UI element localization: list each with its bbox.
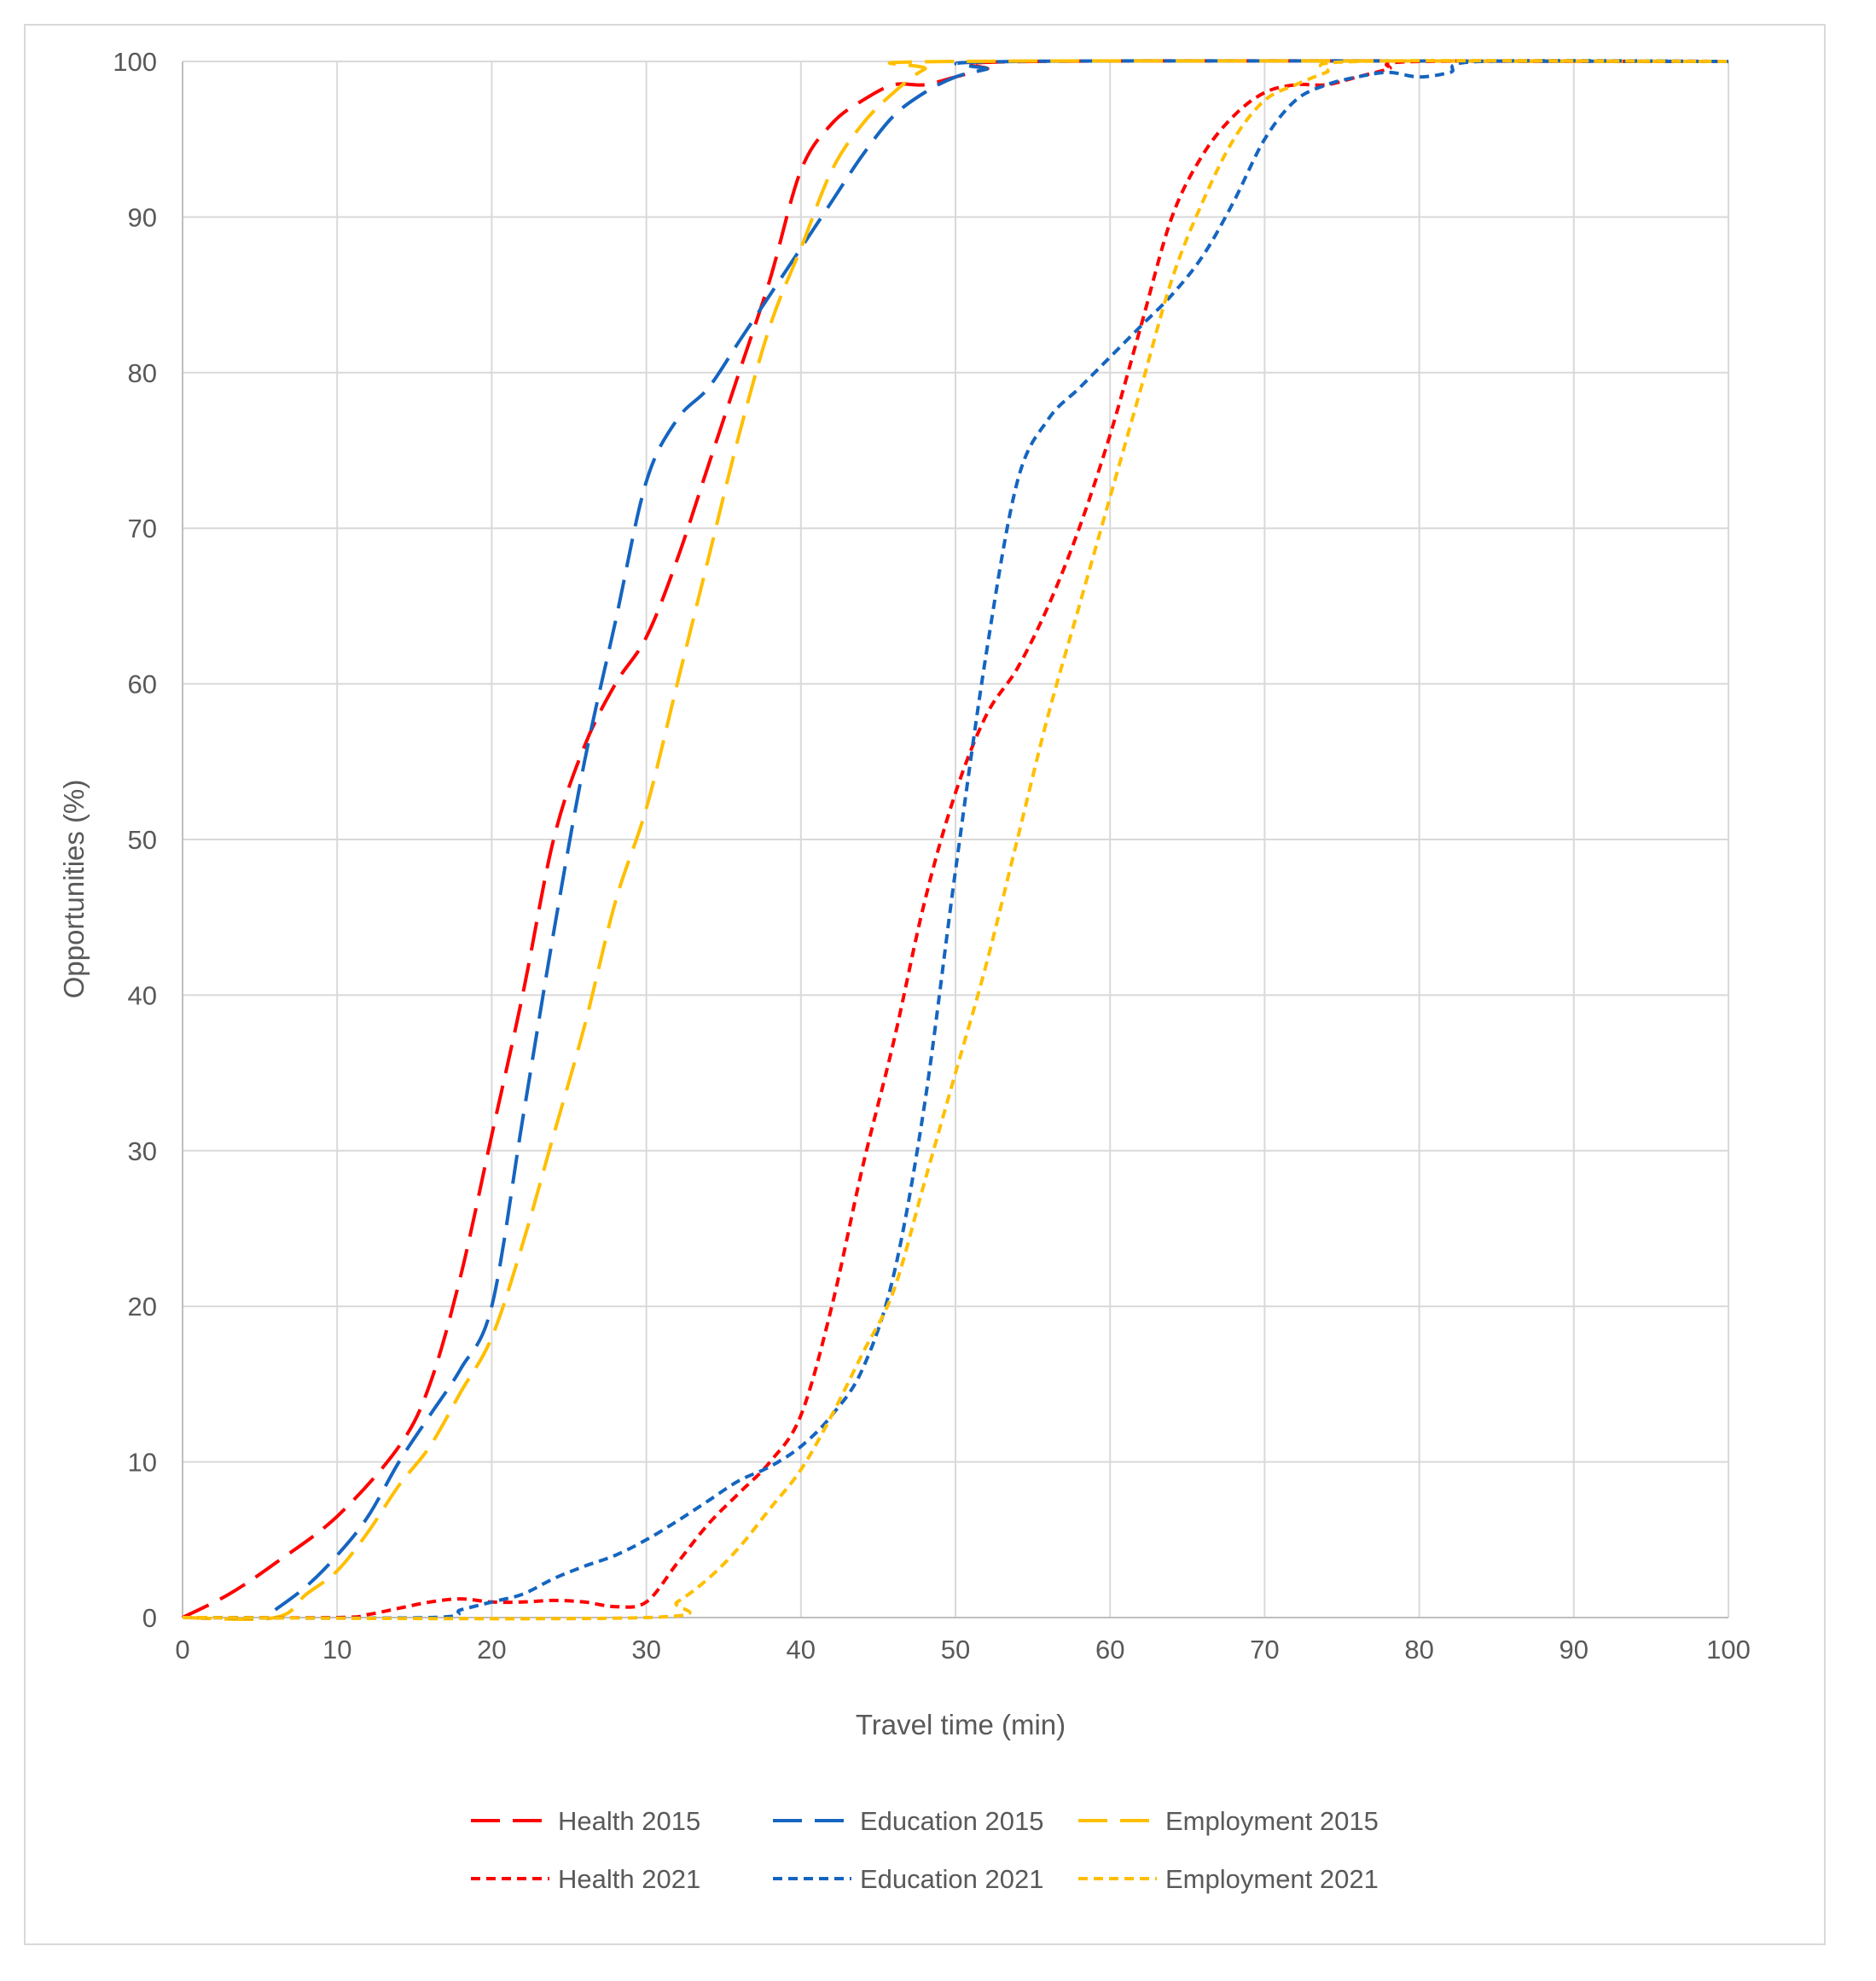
series-line-employment-2015 xyxy=(182,59,1729,1622)
legend-label-health-2015: Health 2015 xyxy=(558,1806,700,1836)
x-tick-label: 90 xyxy=(1559,1635,1589,1664)
line-chart: 0 10 20 30 40 50 60 70 80 90 100 0 10 20 30 40 50 60 70 80 9… xyxy=(58,47,1751,1894)
legend: Health 2015 Education 2015 Employment 2015… xyxy=(471,1806,1379,1894)
chart-frame: 0 10 20 30 40 50 60 70 80 90 100 0 10 20 30 40 50 60 70 80 9… xyxy=(24,24,1826,1945)
y-tick-label: 20 xyxy=(128,1292,157,1322)
x-tick-label: 20 xyxy=(477,1635,506,1664)
x-tick-label: 50 xyxy=(941,1635,970,1664)
legend-label-education-2021: Education 2021 xyxy=(860,1864,1043,1894)
y-tick-label: 0 xyxy=(142,1603,157,1633)
x-tick-label: 40 xyxy=(787,1635,816,1664)
y-tick-label: 50 xyxy=(128,825,157,855)
y-tick-label: 40 xyxy=(128,980,157,1010)
x-tick-label: 0 xyxy=(175,1635,189,1664)
x-tick-label: 70 xyxy=(1250,1635,1279,1664)
y-tick-label: 100 xyxy=(113,47,157,77)
x-axis-label: Travel time (min) xyxy=(856,1709,1066,1740)
tick-labels: 0 10 20 30 40 50 60 70 80 90 100 0 10 20 30 40 50 60 70 80 9… xyxy=(113,47,1751,1664)
legend-label-employment-2021: Employment 2021 xyxy=(1165,1864,1379,1894)
legend-label-health-2021: Health 2021 xyxy=(558,1864,700,1894)
series-line-education-2015 xyxy=(274,59,1729,1612)
series-line-employment-2021 xyxy=(182,59,1729,1621)
y-tick-label: 80 xyxy=(128,358,157,388)
y-tick-label: 30 xyxy=(128,1136,157,1166)
y-axis-label: Opportunities (%) xyxy=(58,780,90,999)
series-layer xyxy=(182,59,1729,1622)
y-tick-label: 10 xyxy=(128,1448,157,1478)
y-tick-label: 90 xyxy=(128,202,157,232)
x-tick-label: 10 xyxy=(322,1635,351,1664)
axes xyxy=(182,61,1728,1618)
legend-label-employment-2015: Employment 2015 xyxy=(1165,1806,1379,1836)
y-tick-label: 70 xyxy=(128,514,157,543)
legend-label-education-2015: Education 2015 xyxy=(860,1806,1043,1836)
x-tick-label: 30 xyxy=(631,1635,660,1664)
grid xyxy=(182,61,1729,1618)
series-line-health-2015 xyxy=(182,59,1729,1619)
y-tick-label: 60 xyxy=(128,670,157,700)
x-tick-label: 60 xyxy=(1095,1635,1124,1664)
x-tick-label: 80 xyxy=(1404,1635,1433,1664)
x-tick-label: 100 xyxy=(1706,1635,1751,1664)
series-line-health-2021 xyxy=(182,59,1729,1620)
